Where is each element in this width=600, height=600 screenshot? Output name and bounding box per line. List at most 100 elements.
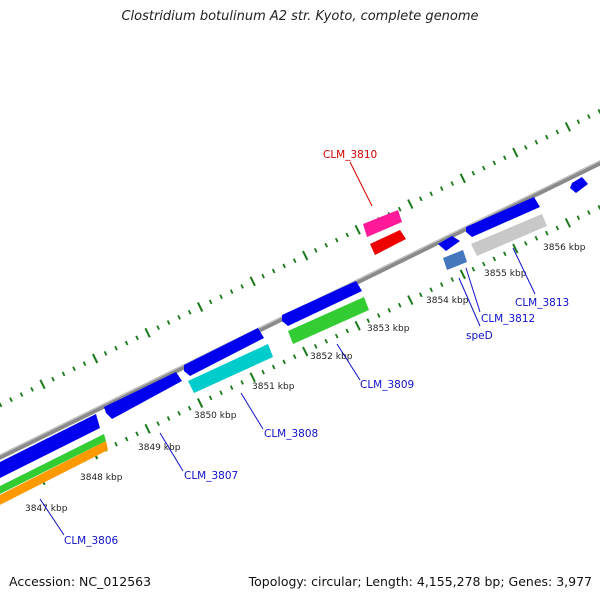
tick-mark [324, 242, 329, 248]
tick-mark [187, 309, 192, 315]
tick-mark [418, 196, 423, 202]
gene-label-speD[interactable]: speD [466, 330, 493, 342]
tick-mark [114, 345, 118, 351]
gene-arrow-CLM_3809[interactable] [282, 281, 362, 326]
kbp-label: 3853 kbp [367, 324, 410, 334]
tick-mark [51, 376, 55, 382]
tick-mark [82, 361, 87, 366]
gene-label-CLM_3807[interactable]: CLM_3807 [184, 470, 238, 482]
tick-mark [30, 387, 34, 392]
tick-mark [366, 318, 371, 323]
highlight-bar-CLM_3810[interactable] [363, 210, 402, 237]
tick-mark [555, 225, 560, 231]
gene-arrow-CLM_3813[interactable] [466, 197, 540, 237]
gene-arrow-CLM_3807[interactable] [104, 372, 182, 419]
leader-CLM_3808 [240, 392, 264, 430]
accession-text: Accession: NC_012563 [9, 574, 152, 589]
tick-mark [587, 210, 591, 215]
tick-mark [524, 145, 528, 150]
leader-CLM_3809 [336, 343, 361, 381]
tick-mark [397, 302, 402, 308]
rna-bar-orange-left[interactable] [0, 441, 108, 509]
kbp-label: 3854 kbp [426, 296, 469, 306]
gene-arrow-next[interactable] [570, 177, 588, 193]
gene-label-CLM_3810[interactable]: CLM_3810 [323, 149, 377, 161]
tick-mark [512, 147, 519, 158]
kbp-scale-labels: 3847 kbp 3848 kbp 3849 kbp 3850 kbp 3851… [25, 243, 586, 514]
tick-mark [249, 372, 256, 383]
leader-CLM_3810 [349, 161, 373, 207]
grey-bar-CLM_3812[interactable] [471, 214, 547, 256]
tick-mark [376, 313, 381, 318]
tick-mark [334, 333, 339, 339]
tick-mark [271, 268, 276, 274]
rna-bar-cyan[interactable] [188, 344, 273, 393]
tick-mark [208, 395, 213, 401]
kbp-label: 3855 kbp [484, 269, 527, 279]
tick-mark [492, 160, 497, 166]
leader-CLM_3806 [39, 498, 65, 536]
gene-arrow-speD-reverse[interactable] [438, 236, 460, 251]
tick-mark [144, 423, 151, 434]
gene-arrow-CLM_3806[interactable] [0, 414, 100, 481]
tick-mark [450, 277, 455, 282]
gene-label-CLM_3806[interactable]: CLM_3806 [64, 535, 119, 547]
gene-label-CLM_3809[interactable]: CLM_3809 [360, 379, 414, 391]
tick-mark [144, 327, 151, 338]
tick-mark [103, 351, 108, 356]
tick-mark [19, 392, 24, 397]
tick-mark [471, 266, 476, 272]
tick-mark [481, 261, 486, 267]
rna-bar-green[interactable] [288, 297, 369, 344]
tick-mark [0, 402, 3, 408]
tick-mark [249, 276, 256, 287]
tick-mark [576, 215, 581, 221]
tick-mark [124, 436, 129, 442]
tick-mark [492, 256, 497, 262]
gene-labels: CLM_3806 CLM_3807 CLM_3808 CLM_3809 CLM_… [64, 149, 569, 547]
tick-mark [72, 366, 76, 372]
tick-mark [219, 390, 223, 396]
tick-mark [534, 235, 539, 241]
tick-mark [407, 199, 414, 210]
tick-mark [261, 369, 265, 375]
tick-mark [576, 119, 581, 125]
feature-track-secondary [0, 210, 547, 509]
tick-mark [502, 155, 507, 161]
tick-mark [313, 343, 318, 349]
kbp-label: 3851 kbp [252, 382, 295, 392]
tick-mark [292, 354, 297, 360]
tick-mark [124, 340, 129, 346]
outer-tick-track [0, 109, 600, 408]
tick-mark [439, 186, 444, 191]
kbp-label: 3849 kbp [138, 443, 181, 453]
gene-label-CLM_3812[interactable]: CLM_3812 [481, 313, 535, 325]
tick-mark [429, 287, 434, 293]
tick-mark [166, 320, 171, 325]
tick-mark [197, 398, 204, 408]
tick-mark [61, 371, 66, 377]
tick-mark [324, 338, 329, 344]
steelblue-bar-speD[interactable] [443, 250, 467, 270]
tick-mark [418, 292, 423, 298]
rna-bar-green-left[interactable] [0, 434, 106, 498]
gene-label-CLM_3813[interactable]: CLM_3813 [515, 297, 569, 309]
tick-mark [524, 241, 528, 246]
tick-mark [555, 129, 560, 135]
red-bar[interactable] [370, 230, 406, 255]
gene-arrow-CLM_3808[interactable] [184, 328, 264, 376]
tick-mark [292, 258, 297, 264]
tick-mark [512, 243, 519, 254]
tick-mark [302, 346, 309, 357]
tick-mark [229, 385, 234, 390]
tick-mark [481, 165, 486, 171]
tick-mark [156, 325, 160, 331]
tick-mark [450, 181, 455, 186]
gene-label-CLM_3808[interactable]: CLM_3808 [264, 428, 318, 440]
tick-mark [534, 139, 539, 145]
tick-mark [502, 251, 507, 257]
tick-mark [229, 289, 234, 294]
leader-CLM_3812 [465, 267, 481, 313]
tick-mark [545, 230, 549, 236]
